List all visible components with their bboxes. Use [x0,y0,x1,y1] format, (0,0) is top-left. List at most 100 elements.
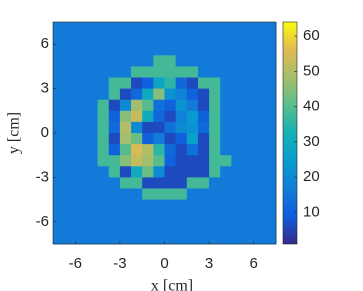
heatmap-cell [153,44,165,56]
heatmap-cell [264,188,277,200]
heatmap-cell [108,88,121,101]
heatmap-cell [119,199,132,212]
heatmap-cell [153,166,165,178]
heatmap-cell [108,232,121,245]
heatmap-cell [119,232,132,245]
heatmap-cell [175,33,188,45]
heatmap-cell [64,188,76,200]
heatmap-cell [97,232,110,245]
heatmap-cell [164,99,177,112]
heatmap-cell [64,22,76,34]
heatmap-cell [264,221,277,234]
colorbar-tick-label: 40 [303,98,320,115]
heatmap-cell [231,77,243,89]
heatmap-cell [209,121,221,134]
heatmap-cell [75,155,87,167]
heatmap-cell [209,232,221,245]
heatmap-cell [220,22,232,34]
heatmap-cell [186,221,199,234]
heatmap-cell [64,210,76,223]
heatmap-cell [264,22,277,34]
heatmap-cell [86,110,98,123]
heatmap-cell [142,88,154,101]
heatmap-cell [242,77,255,89]
heatmap-cell [264,88,277,101]
x-label: x [cm] [151,278,193,291]
heatmap-cell [142,144,154,156]
heatmap-cell [153,232,165,245]
heatmap-cell [242,199,255,212]
heatmap-cell [220,177,232,189]
heatmap-cell [164,66,177,78]
heatmap-cell [153,121,165,134]
heatmap-cell [220,88,232,101]
heatmap-cell [231,155,243,167]
heatmap-cell [242,177,255,189]
heatmap-cell [253,110,266,123]
heatmap-cell [119,177,132,189]
heatmap-cell [108,22,121,34]
heatmap-cell [175,77,188,89]
heatmap-cell [197,22,210,34]
heatmap-cell [253,121,266,134]
heatmap-cell [75,110,87,123]
heatmap-cell [86,77,98,89]
heatmap-cell [108,77,121,89]
heatmap-cell [231,199,243,212]
heatmap-cell [197,99,210,112]
heatmap-cell [119,99,132,112]
heatmap-cell [119,44,132,56]
heatmap-cell [142,199,154,212]
heatmap-cell [108,166,121,178]
heatmap-cell [164,144,177,156]
heatmap-cell [142,44,154,56]
heatmap-cell [231,144,243,156]
heatmap-cell [220,144,232,156]
heatmap-cell [119,166,132,178]
heatmap-cell [131,133,143,145]
heatmap-cell [197,232,210,245]
heatmap-cell [197,55,210,67]
heatmap-cell [142,121,154,134]
heatmap-cell [53,166,65,178]
heatmap-cell [53,99,65,112]
heatmap-cell [164,221,177,234]
heatmap-cell [142,99,154,112]
heatmap-cell [97,144,110,156]
heatmap-cell [75,210,87,223]
heatmap-cell [153,133,165,145]
heatmap-cell [175,133,188,145]
heatmap-cell [186,188,199,200]
heatmap-cell [242,22,255,34]
heatmap-cell [220,166,232,178]
heatmap-cell [175,177,188,189]
heatmap-cell [64,110,76,123]
heatmap-cell [164,177,177,189]
heatmap-cell [231,177,243,189]
heatmap-cell [264,177,277,189]
heatmap-cell [175,210,188,223]
heatmap-cell [264,99,277,112]
heatmap-cell [75,33,87,45]
heatmap-cell [209,199,221,212]
heatmap-cell [131,188,143,200]
heatmap-cell [253,133,266,145]
heatmap-cell [197,133,210,145]
heatmap-cell [142,221,154,234]
heatmap-cell [97,177,110,189]
heatmap-cell [253,221,266,234]
heatmap-cell [231,110,243,123]
heatmap-cell [75,99,87,112]
heatmap-cell [86,55,98,67]
heatmap-cell [108,155,121,167]
heatmap-cell [264,55,277,67]
heatmap-cell [175,44,188,56]
heatmap-cell [86,88,98,101]
heatmap-cell [220,33,232,45]
heatmap-cell [253,166,266,178]
heatmap-cell [75,177,87,189]
heatmap-cell [75,121,87,134]
heatmap-cell [131,66,143,78]
heatmap-cell [131,221,143,234]
heatmap-cell [231,66,243,78]
